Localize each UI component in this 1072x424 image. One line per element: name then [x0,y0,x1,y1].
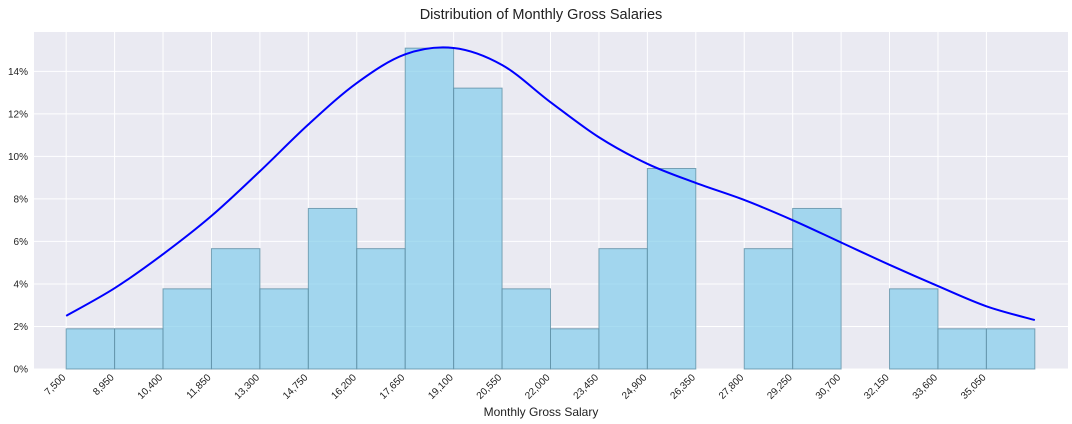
x-tick-label: 22,000 [523,372,553,402]
x-tick-label: 17,650 [378,372,408,402]
x-tick-label: 35,050 [959,372,989,402]
x-tick-label: 7,500 [43,372,69,398]
histogram-bar [356,248,406,370]
histogram-bar [937,328,987,370]
density-curve [65,46,1036,322]
histogram-bar [65,328,116,370]
histogram-bar [307,207,358,370]
y-tick-label: 4% [14,279,29,290]
histogram-bar [985,328,1036,370]
histogram-bar [259,288,309,370]
x-tick-label: 11,850 [185,372,214,401]
histogram-bar [889,288,939,370]
x-tick-label: 23,450 [572,372,602,402]
histogram-bar [743,248,794,370]
x-tick-label: 27,800 [717,372,747,402]
histogram-bar [162,288,212,370]
x-tick-label: 20,550 [475,372,505,402]
y-tick-label: 14% [8,67,28,78]
histogram-bar [792,207,842,370]
x-tick-label: 19,100 [426,372,456,402]
y-tick-label: 0% [14,365,29,376]
histogram-bar [453,87,503,370]
x-tick-label: 30,700 [814,372,844,402]
x-tick-label: 13,300 [233,372,263,402]
x-tick-label: 16,200 [329,372,359,402]
y-tick-label: 10% [8,152,28,163]
x-tick-label: 32,150 [862,372,892,402]
x-axis-label: Monthly Gross Salary [484,405,599,419]
histogram-bar [501,288,551,370]
y-axis-ticks: 0% 2% 4% 6% 8% 10% 12% 14% [8,67,28,376]
x-tick-label: 26,350 [669,372,699,402]
histogram-bar [598,248,648,370]
x-tick-label: 10,400 [136,372,166,402]
histogram-bar [404,47,455,370]
histogram-bar [646,168,697,370]
x-tick-label: 8,950 [91,372,117,398]
x-tick-label: 33,600 [911,372,941,402]
x-tick-label: 24,900 [620,372,650,402]
histogram-bar [549,328,600,370]
x-axis-ticks: 7,500 8,950 10,400 11,850 13,300 14,750 16,200… [43,372,989,402]
chart-title: Distribution of Monthly Gross Salaries [420,7,663,23]
y-tick-label: 2% [14,322,29,333]
y-tick-label: 12% [8,109,28,120]
histogram-bar [114,328,164,370]
y-tick-label: 8% [14,194,29,205]
x-tick-label: 29,250 [765,372,795,402]
y-tick-label: 6% [14,237,29,248]
histogram-bars [65,47,1036,370]
histogram-bar [210,248,261,370]
x-tick-label: 14,750 [281,372,311,402]
